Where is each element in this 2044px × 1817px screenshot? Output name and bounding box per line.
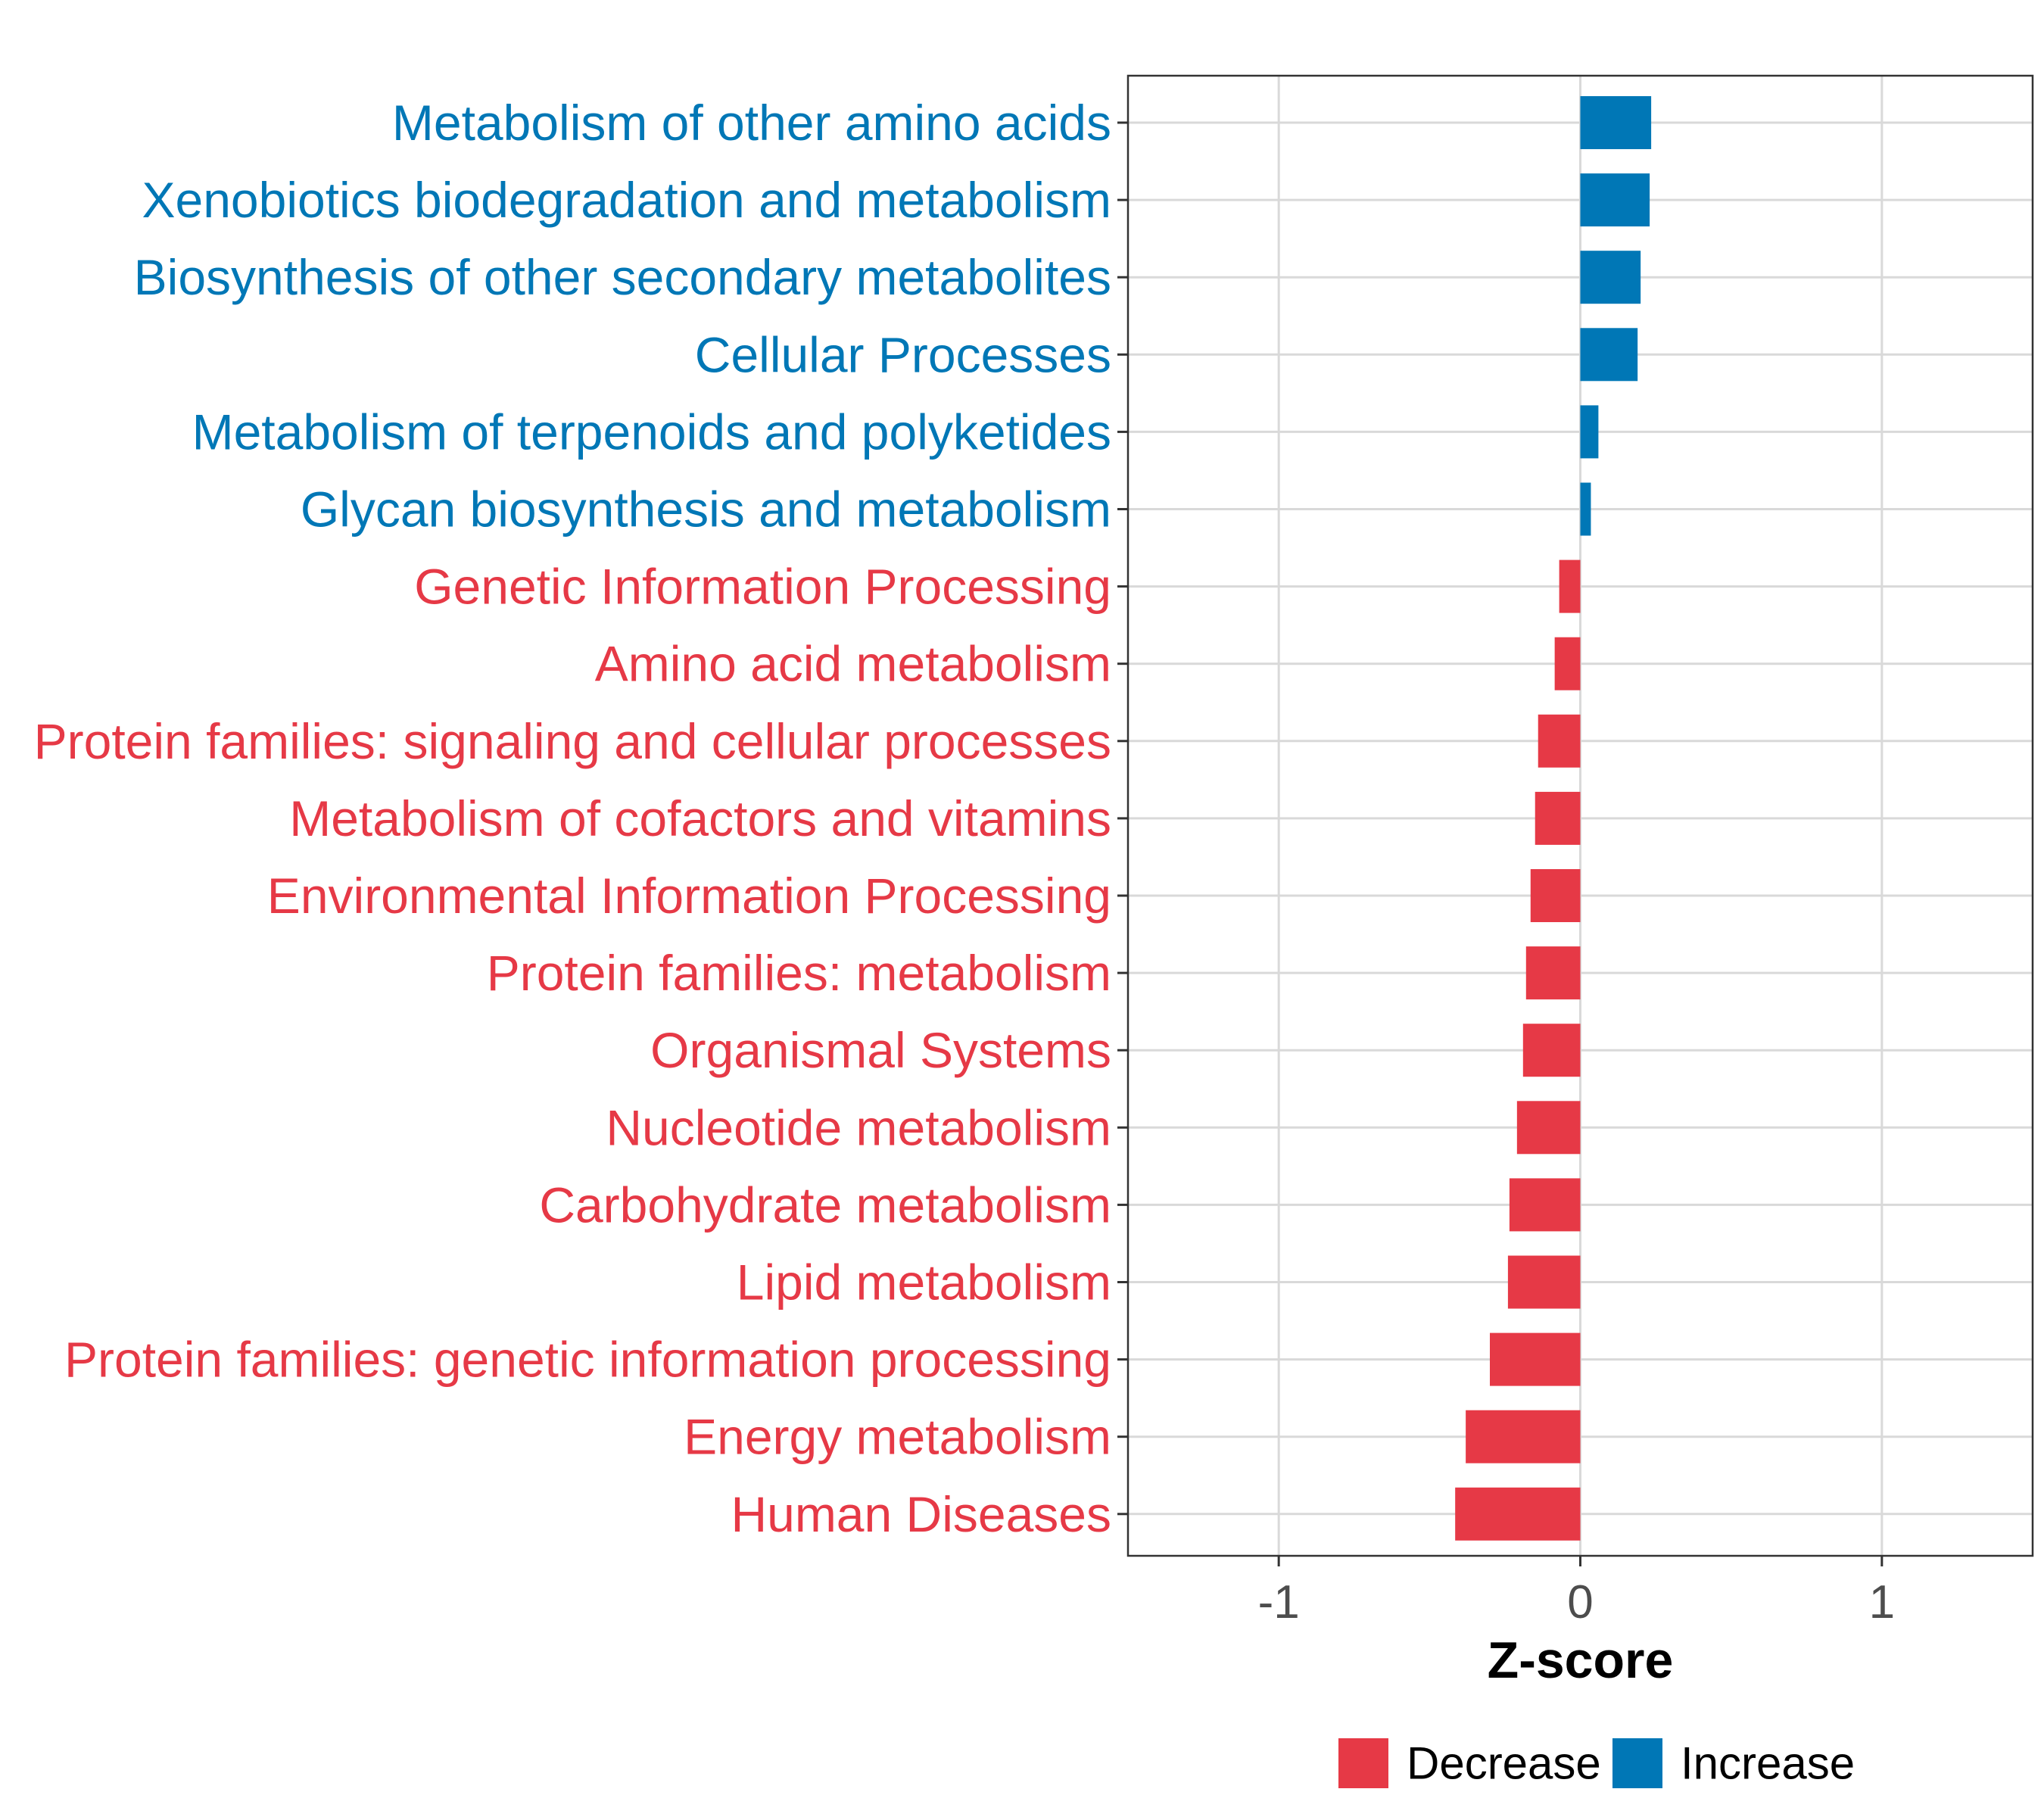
bar-6 — [1559, 559, 1581, 613]
category-label-15: Lipid metabolism — [737, 1254, 1111, 1311]
category-label-8: Protein families: signaling and cellular… — [34, 713, 1111, 769]
y-axis-category-labels: Metabolism of other amino acids Xenobioti… — [34, 95, 1111, 1542]
legend-key-increase — [1612, 1738, 1662, 1788]
category-label-16: Protein families: genetic information pr… — [64, 1332, 1111, 1388]
bar-11 — [1525, 946, 1581, 1000]
x-axis-ticks — [1277, 1556, 1884, 1566]
bar-5 — [1580, 482, 1591, 536]
category-label-18: Human Diseases — [731, 1486, 1111, 1542]
x-axis-title: Z-score — [1488, 1632, 1674, 1689]
category-label-11: Protein families: metabolism — [487, 945, 1111, 1001]
bar-4 — [1580, 405, 1599, 459]
bar-15 — [1507, 1255, 1581, 1309]
bar-9 — [1535, 791, 1581, 845]
x-axis-tick-labels: -1 0 1 — [1258, 1576, 1895, 1628]
bar-14 — [1509, 1178, 1581, 1232]
bar-1 — [1580, 173, 1650, 227]
category-label-7: Amino acid metabolism — [595, 636, 1111, 692]
bar-13 — [1516, 1101, 1581, 1155]
legend-key-decrease — [1338, 1738, 1388, 1788]
x-tick-label-0: -1 — [1258, 1576, 1300, 1628]
category-label-13: Nucleotide metabolism — [606, 1099, 1111, 1155]
bar-16 — [1490, 1332, 1581, 1386]
category-label-1: Xenobiotics biodegradation and metabolis… — [142, 172, 1112, 228]
bar-7 — [1554, 637, 1581, 690]
category-label-5: Glycan biosynthesis and metabolism — [301, 482, 1111, 538]
category-label-12: Organismal Systems — [650, 1022, 1111, 1078]
category-label-17: Energy metabolism — [684, 1409, 1111, 1465]
legend-label-increase: Increase — [1681, 1738, 1855, 1789]
bar-8 — [1538, 714, 1581, 768]
bar-2 — [1580, 251, 1641, 304]
legend-label-decrease: Decrease — [1407, 1738, 1601, 1789]
category-label-6: Genetic Information Processing — [414, 559, 1111, 615]
category-label-10: Environmental Information Processing — [267, 868, 1111, 924]
bars — [1455, 96, 1652, 1541]
bar-3 — [1580, 328, 1638, 382]
category-label-2: Biosynthesis of other secondary metaboli… — [134, 249, 1111, 305]
bar-17 — [1466, 1410, 1581, 1463]
bar-12 — [1522, 1024, 1581, 1077]
y-axis-ticks — [1117, 121, 1128, 1516]
bar-18 — [1455, 1487, 1581, 1541]
category-label-0: Metabolism of other amino acids — [392, 95, 1111, 151]
bar-10 — [1530, 869, 1581, 922]
x-tick-label-2: 1 — [1869, 1576, 1895, 1628]
category-label-14: Carbohydrate metabolism — [539, 1177, 1111, 1233]
category-label-9: Metabolism of cofactors and vitamins — [289, 790, 1111, 846]
category-label-3: Cellular Processes — [695, 326, 1111, 382]
legend: Decrease Increase — [1338, 1738, 1855, 1789]
bar-0 — [1580, 96, 1652, 149]
category-label-4: Metabolism of terpenoids and polyketides — [192, 404, 1111, 460]
x-tick-label-1: 0 — [1567, 1576, 1593, 1628]
